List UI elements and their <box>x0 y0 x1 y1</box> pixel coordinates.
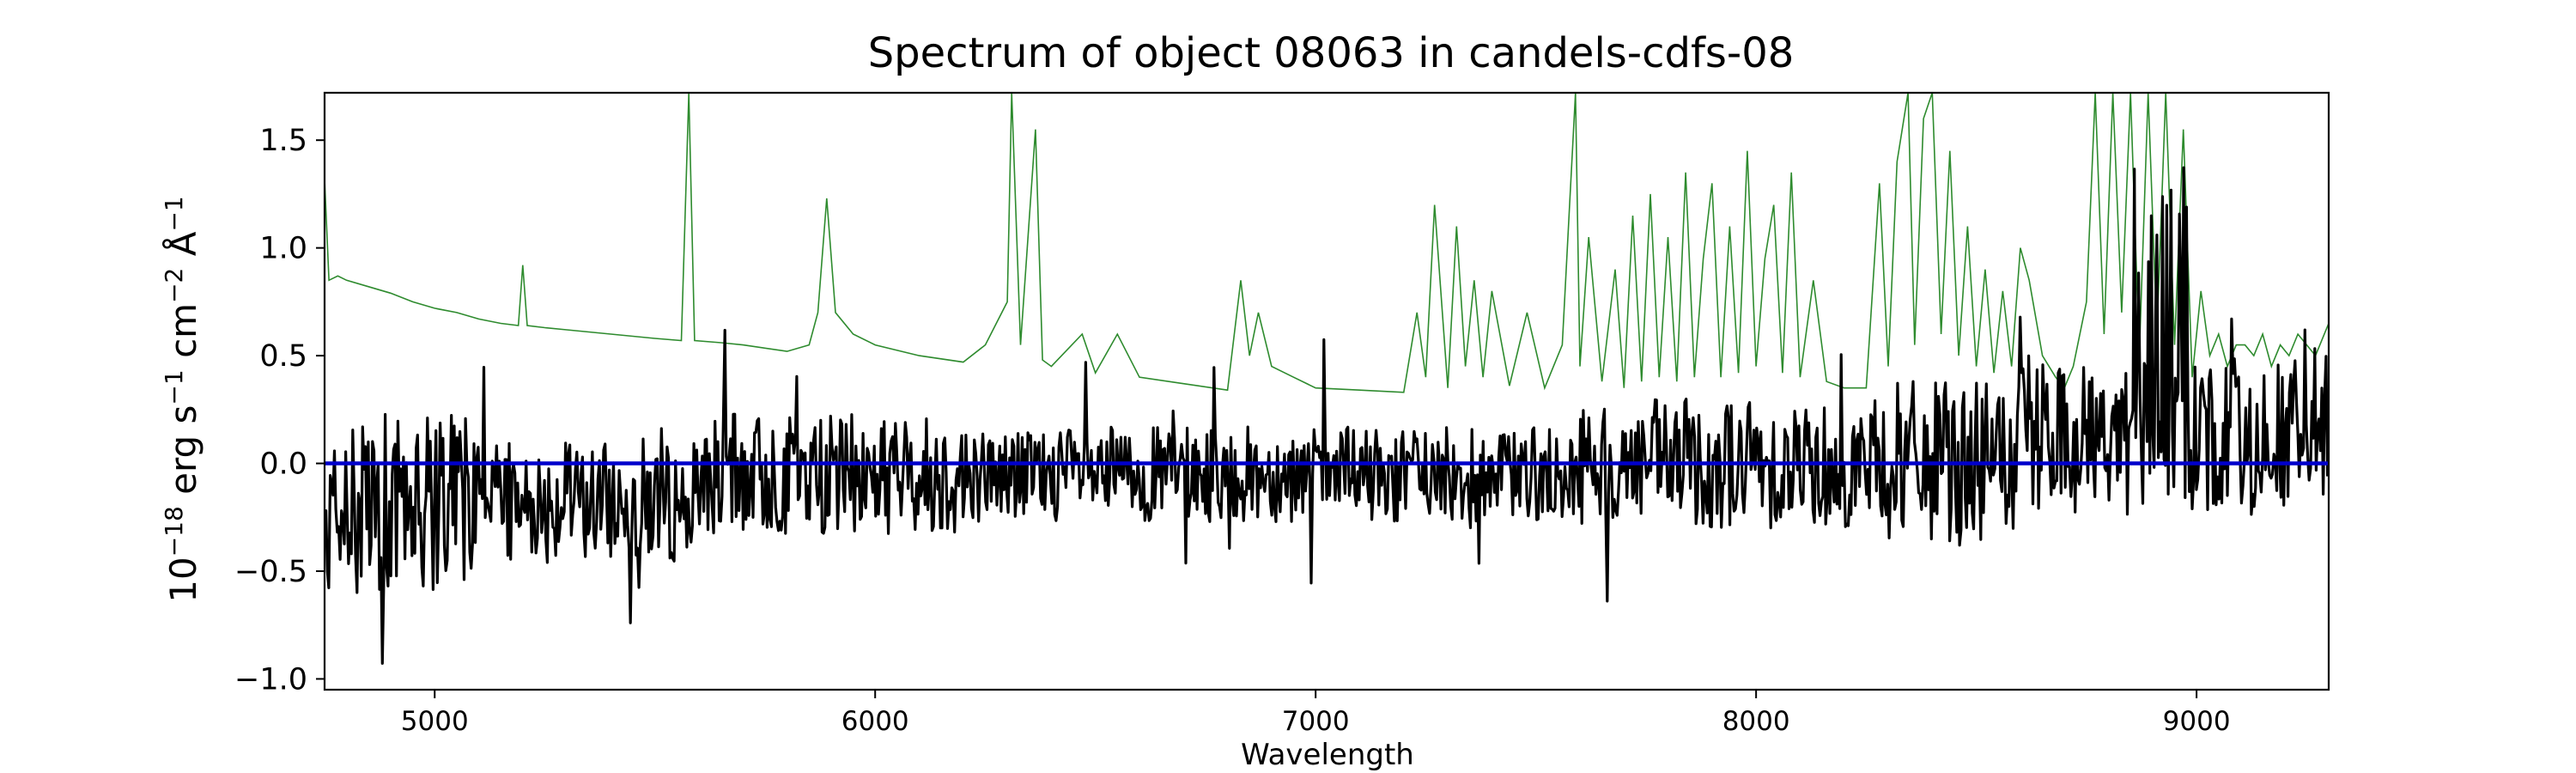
y-tick-label: 1.5 <box>259 124 307 158</box>
x-tick-label: 9000 <box>2163 706 2231 737</box>
plot-frame <box>323 91 2330 691</box>
plot-area: 5000 6000 7000 8000 9000 −1.0 −0.5 0.0 0.5 1.0 1.5 <box>234 91 2330 737</box>
chart-title: Spectrum of object 08063 in candels-cdfs… <box>868 29 1795 77</box>
x-tick-label: 8000 <box>1722 706 1790 737</box>
x-tick-label: 6000 <box>841 706 909 737</box>
y-tick-label: 0.5 <box>259 339 307 374</box>
flux-spectrum-line <box>325 166 2329 665</box>
y-tick-label: 0.0 <box>259 447 307 482</box>
x-tick-label: 7000 <box>1282 706 1350 737</box>
y-tick-label: −0.5 <box>234 555 307 589</box>
error-spectrum-line <box>325 93 2329 393</box>
y-tick-label: −1.0 <box>234 662 307 697</box>
x-tick-label: 5000 <box>401 706 469 737</box>
y-axis-label: 10−18 erg s−1 cm−2 Å−1 <box>160 196 204 602</box>
plot-series-group <box>325 93 2329 665</box>
x-axis-label: Wavelength <box>1241 738 1414 772</box>
y-tick-label: 1.0 <box>259 232 307 266</box>
